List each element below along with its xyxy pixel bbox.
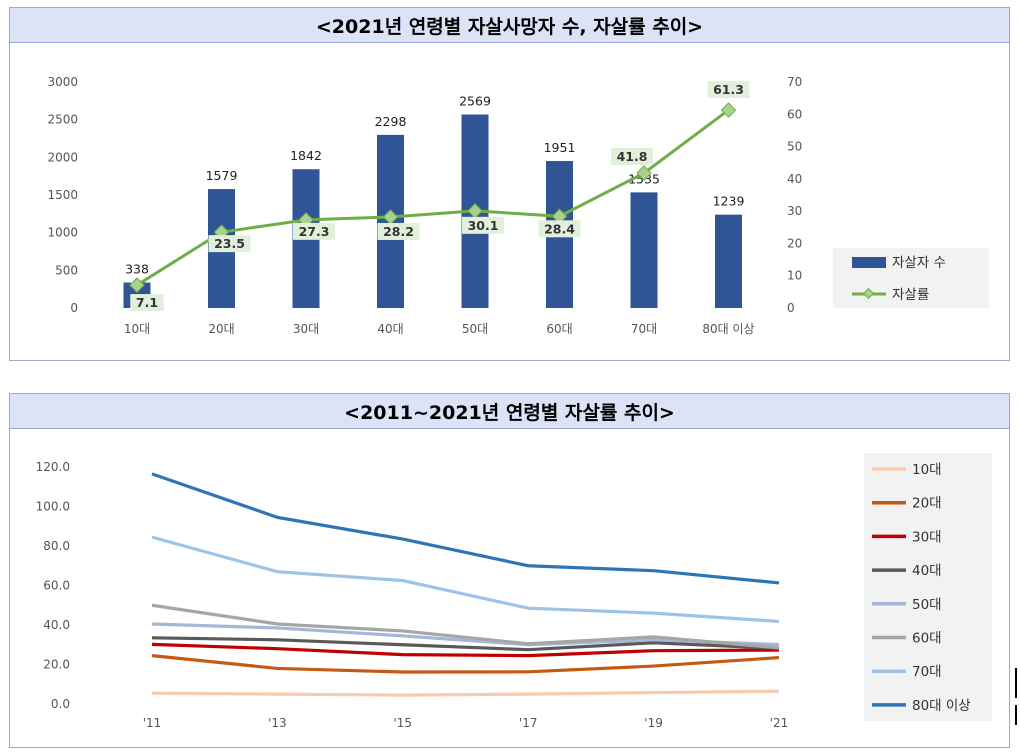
right-y-tick-label: 70 xyxy=(787,75,802,89)
y-tick-label: 80.0 xyxy=(43,539,70,553)
rate-marker xyxy=(551,208,568,225)
rate-value-label: 23.5 xyxy=(214,236,245,251)
left-y-tick-label: 3000 xyxy=(47,75,78,89)
right-y-tick-label: 60 xyxy=(787,107,802,121)
series-line xyxy=(151,603,780,650)
right-y-tick-label: 20 xyxy=(787,236,802,250)
series-line xyxy=(151,622,780,647)
left-y-tick-label: 2000 xyxy=(47,150,78,164)
x-category-label: 10대 xyxy=(124,322,150,336)
rate-label-bg xyxy=(208,235,251,253)
bar xyxy=(630,192,658,308)
rate-marker xyxy=(129,277,145,293)
x-category-label: 50대 xyxy=(462,322,488,336)
left-y-tick-label: 1000 xyxy=(47,226,78,240)
text-cursor-mark-2 xyxy=(1015,705,1017,725)
x-year-label: '15 xyxy=(394,716,413,730)
rate-label-bg xyxy=(707,81,750,99)
bar-value-label: 338 xyxy=(125,262,149,277)
legend-label: 10대 xyxy=(912,462,942,478)
left-y-tick-label: 2500 xyxy=(47,113,78,127)
x-year-label: '11 xyxy=(143,716,162,730)
rate-label-bg xyxy=(293,222,335,240)
rate-label-bg xyxy=(377,222,420,240)
y-tick-label: 100.0 xyxy=(36,500,70,514)
chart1-panel: <2021년 연령별 자살사망자 수, 자살률 추이> xyxy=(9,7,1010,361)
y-tick-label: 20.0 xyxy=(43,658,70,672)
text-cursor-mark xyxy=(1015,668,1017,698)
rate-marker xyxy=(467,203,483,219)
x-category-label: 80대 이상 xyxy=(702,322,754,336)
rate-value-label: 41.8 xyxy=(617,149,648,164)
rate-marker xyxy=(382,209,399,225)
rate-value-label: 27.3 xyxy=(299,224,330,239)
bar xyxy=(715,214,742,308)
rate-label-bg xyxy=(611,148,653,166)
rate-line xyxy=(136,108,730,287)
x-year-label: '17 xyxy=(519,716,538,730)
legend-label: 80대 이상 xyxy=(912,698,971,714)
bar-value-label: 1951 xyxy=(544,140,576,155)
x-year-label: '19 xyxy=(644,716,663,730)
y-tick-label: 60.0 xyxy=(43,579,70,593)
chart2-panel: <2011~2021년 연령별 자살률 추이> xyxy=(9,393,1010,748)
rate-marker xyxy=(636,165,652,181)
rate-value-label: 61.3 xyxy=(713,82,744,97)
chart2-legend-box xyxy=(864,453,992,721)
x-year-label: '21 xyxy=(770,716,789,730)
x-category-label: 60대 xyxy=(546,322,572,336)
bar-value-label: 1579 xyxy=(206,168,238,183)
right-y-tick-label: 40 xyxy=(787,172,802,186)
series-line xyxy=(151,654,780,674)
right-y-tick-label: 30 xyxy=(787,204,802,218)
series-line xyxy=(151,689,780,697)
legend-label: 자살률 xyxy=(892,287,929,303)
bar-value-label: 2298 xyxy=(375,114,407,129)
y-tick-label: 0.0 xyxy=(51,697,70,711)
rate-label-bg xyxy=(462,216,504,234)
left-y-tick-label: 500 xyxy=(55,263,78,277)
x-year-label: '13 xyxy=(268,716,287,730)
bar-value-label: 1842 xyxy=(290,148,322,163)
rate-value-label: 7.1 xyxy=(136,295,158,310)
rate-label-bg xyxy=(538,220,581,238)
x-category-label: 20대 xyxy=(208,322,234,336)
series-line xyxy=(151,535,780,624)
y-tick-label: 120.0 xyxy=(36,460,70,474)
y-tick-label: 40.0 xyxy=(43,618,70,632)
x-category-label: 40대 xyxy=(377,322,403,336)
rate-label-bg xyxy=(130,294,164,312)
bar-value-label: 2569 xyxy=(459,93,491,108)
series-line xyxy=(151,642,780,658)
series-line xyxy=(151,472,780,585)
right-y-tick-label: 0 xyxy=(787,301,795,315)
legend-label: 자살자 수 xyxy=(892,255,946,271)
legend-marker-swatch xyxy=(862,287,875,300)
legend-label: 30대 xyxy=(912,529,942,545)
series-line xyxy=(151,636,780,652)
legend-bar-swatch xyxy=(852,257,886,268)
legend-label: 40대 xyxy=(912,563,942,579)
x-category-label: 30대 xyxy=(293,322,319,336)
rate-value-label: 30.1 xyxy=(468,218,499,233)
legend-label: 20대 xyxy=(912,496,942,512)
rate-value-label: 28.2 xyxy=(383,224,414,239)
right-y-tick-label: 50 xyxy=(787,140,802,154)
chart2-title: <2011~2021년 연령별 자살률 추이> xyxy=(10,394,1009,429)
right-y-tick-label: 10 xyxy=(787,269,802,283)
chart1-title: <2021년 연령별 자살사망자 수, 자살률 추이> xyxy=(10,8,1009,43)
legend-label: 60대 xyxy=(912,631,942,647)
legend-label: 50대 xyxy=(912,597,942,613)
left-y-tick-label: 0 xyxy=(70,301,78,315)
left-y-tick-label: 1500 xyxy=(47,188,78,202)
rate-marker xyxy=(720,102,737,118)
rate-value-label: 28.4 xyxy=(544,221,575,236)
bar-value-label: 1239 xyxy=(713,194,745,209)
legend-label: 70대 xyxy=(912,664,942,680)
x-category-label: 70대 xyxy=(631,322,657,336)
